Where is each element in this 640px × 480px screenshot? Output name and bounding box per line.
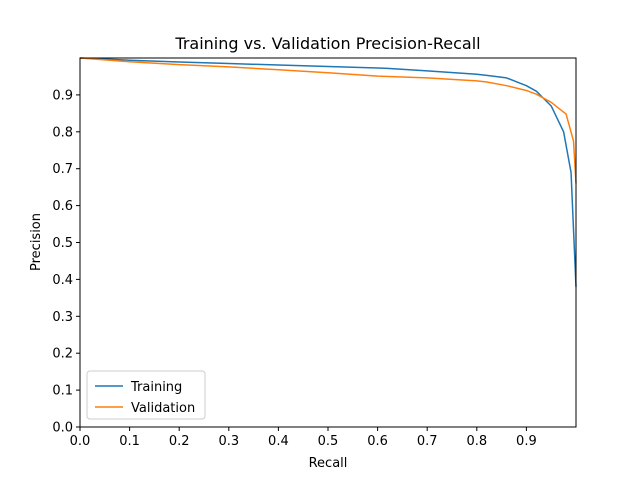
x-tick-label: 0.6 [367, 434, 388, 449]
y-tick-label: 0.9 [52, 88, 73, 103]
y-tick-label: 0.5 [52, 236, 73, 251]
y-tick-label: 0.0 [52, 421, 73, 436]
series-layer [79, 57, 577, 287]
y-tick-label: 0.3 [52, 310, 73, 325]
series-line-validation [79, 57, 577, 184]
x-tick-label: 0.3 [218, 434, 239, 449]
x-tick-label: 0.0 [70, 434, 91, 449]
y-tick-label: 0.2 [52, 347, 73, 362]
x-tick-label: 0.2 [169, 434, 190, 449]
series-line-training [79, 57, 577, 287]
legend-label-validation: Validation [131, 401, 195, 416]
y-tick-label: 0.7 [52, 162, 73, 177]
x-tick-label: 0.1 [119, 434, 140, 449]
y-tick-label: 0.8 [52, 125, 73, 140]
x-tick-label: 0.9 [516, 434, 537, 449]
x-tick-label: 0.8 [466, 434, 487, 449]
y-tick-label: 0.1 [52, 384, 73, 399]
y-tick-label: 0.4 [52, 273, 73, 288]
x-tick-label: 0.5 [318, 434, 339, 449]
y-tick-label: 0.6 [52, 199, 73, 214]
legend-label-training: Training [130, 380, 182, 395]
y-axis-label: Precision [29, 213, 44, 271]
y-axis-ticks: 0.0 0.1 0.2 0.3 0.4 0.5 0.6 0.7 0.8 0.9 [52, 88, 80, 436]
x-axis-label: Recall [309, 456, 348, 471]
x-axis-ticks: 0.0 0.1 0.2 0.3 0.4 0.5 0.6 0.7 0.8 0.9 [70, 427, 537, 449]
chart-title: Training vs. Validation Precision-Recall [174, 34, 480, 53]
plot-area: 0.0 0.1 0.2 0.3 0.4 0.5 0.6 0.7 0.8 0.9 0.0 0.1 0.2… [52, 57, 577, 449]
x-tick-label: 0.4 [268, 434, 289, 449]
legend: Training Validation [86, 370, 206, 420]
x-tick-label: 0.7 [417, 434, 438, 449]
